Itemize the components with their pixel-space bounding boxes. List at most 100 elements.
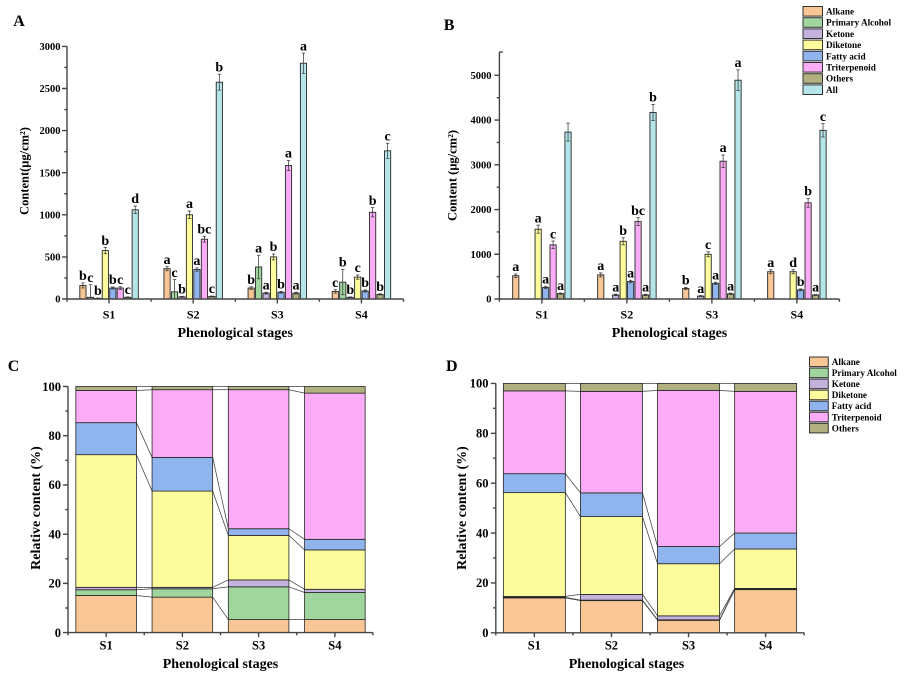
svg-text:S1: S1 xyxy=(100,639,113,653)
svg-text:S1: S1 xyxy=(528,639,541,653)
svg-text:a: a xyxy=(164,253,171,268)
svg-text:Content (μg/cm²): Content (μg/cm²) xyxy=(446,130,460,221)
svg-text:b: b xyxy=(215,60,223,75)
svg-text:a: a xyxy=(727,279,734,294)
svg-text:b: b xyxy=(94,284,102,299)
svg-text:Alkane: Alkane xyxy=(832,357,860,367)
svg-text:a: a xyxy=(255,241,262,256)
svg-text:S1: S1 xyxy=(536,308,549,322)
svg-text:c: c xyxy=(171,266,177,281)
svg-text:60: 60 xyxy=(476,476,489,490)
svg-text:a: a xyxy=(512,260,519,275)
svg-text:c: c xyxy=(87,271,93,286)
svg-text:c: c xyxy=(355,261,361,276)
svg-text:2000: 2000 xyxy=(471,205,492,216)
svg-text:c: c xyxy=(125,283,131,298)
svg-text:b: b xyxy=(376,280,384,295)
svg-text:100: 100 xyxy=(470,377,489,391)
svg-text:a: a xyxy=(542,272,549,287)
svg-text:2000: 2000 xyxy=(40,126,61,137)
svg-text:0: 0 xyxy=(55,295,60,306)
svg-text:S3: S3 xyxy=(252,639,265,653)
svg-text:a: a xyxy=(285,147,292,162)
svg-text:b: b xyxy=(277,278,285,293)
svg-text:Content(μg/cm²): Content(μg/cm²) xyxy=(18,127,32,215)
svg-text:B: B xyxy=(444,17,455,34)
svg-text:S3: S3 xyxy=(682,639,695,653)
svg-text:Primary Alcohol: Primary Alcohol xyxy=(826,18,892,28)
svg-text:c: c xyxy=(332,276,338,291)
svg-text:Alkane: Alkane xyxy=(826,7,854,17)
svg-text:b: b xyxy=(361,276,369,291)
svg-text:S4: S4 xyxy=(328,639,342,653)
svg-text:a: a xyxy=(720,141,727,156)
svg-text:b: b xyxy=(346,283,354,298)
svg-text:80: 80 xyxy=(49,429,62,443)
svg-text:5000: 5000 xyxy=(471,71,492,82)
svg-text:S2: S2 xyxy=(605,639,618,653)
svg-text:a: a xyxy=(735,56,742,71)
svg-text:1000: 1000 xyxy=(471,250,492,261)
svg-text:b: b xyxy=(797,275,805,290)
svg-text:Relative content (%): Relative content (%) xyxy=(29,446,44,570)
svg-text:40: 40 xyxy=(476,526,489,540)
svg-text:Others: Others xyxy=(832,423,859,433)
svg-text:4000: 4000 xyxy=(471,116,492,127)
svg-text:Triterpenoid: Triterpenoid xyxy=(826,63,876,73)
svg-text:b: b xyxy=(619,224,627,239)
svg-text:Primary Alcohol: Primary Alcohol xyxy=(832,368,898,378)
svg-text:bc: bc xyxy=(631,204,645,219)
svg-text:S4: S4 xyxy=(759,639,773,653)
svg-text:3000: 3000 xyxy=(471,160,492,171)
svg-text:Phenological stages: Phenological stages xyxy=(163,657,279,672)
svg-text:b: b xyxy=(79,269,87,284)
svg-text:1000: 1000 xyxy=(40,210,61,221)
svg-text:a: a xyxy=(642,281,649,296)
svg-text:Ketone: Ketone xyxy=(832,379,860,389)
svg-text:c: c xyxy=(117,273,123,288)
svg-text:Phenological stages: Phenological stages xyxy=(177,326,293,341)
svg-text:a: a xyxy=(697,282,704,297)
svg-text:A: A xyxy=(13,13,25,30)
svg-text:c: c xyxy=(705,238,711,253)
svg-text:0: 0 xyxy=(486,295,491,306)
svg-text:b: b xyxy=(270,240,278,255)
svg-text:c: c xyxy=(384,129,390,144)
svg-text:2500: 2500 xyxy=(40,84,61,95)
svg-text:1500: 1500 xyxy=(40,168,61,179)
svg-text:S4: S4 xyxy=(791,308,804,322)
svg-text:a: a xyxy=(767,256,774,271)
svg-text:80: 80 xyxy=(476,427,489,441)
svg-text:S1: S1 xyxy=(103,308,116,322)
svg-text:40: 40 xyxy=(49,527,62,541)
svg-text:Triterpenoid: Triterpenoid xyxy=(832,412,882,422)
svg-text:a: a xyxy=(557,279,564,294)
svg-text:S2: S2 xyxy=(621,308,634,322)
svg-text:a: a xyxy=(300,39,307,54)
svg-text:Phenological stages: Phenological stages xyxy=(569,657,685,672)
svg-text:a: a xyxy=(292,278,299,293)
svg-text:c: c xyxy=(209,282,215,297)
svg-text:a: a xyxy=(627,266,634,281)
svg-text:b: b xyxy=(369,194,377,209)
svg-text:Diketone: Diketone xyxy=(832,390,867,400)
svg-text:b: b xyxy=(101,234,109,249)
svg-text:a: a xyxy=(812,281,819,296)
svg-text:a: a xyxy=(712,268,719,283)
svg-text:500: 500 xyxy=(45,252,61,263)
svg-text:Relative content (%): Relative content (%) xyxy=(455,446,470,570)
svg-text:3000: 3000 xyxy=(40,42,61,53)
svg-text:S4: S4 xyxy=(355,308,368,322)
svg-text:D: D xyxy=(446,358,458,375)
svg-text:b: b xyxy=(804,185,812,200)
svg-text:b: b xyxy=(109,273,117,288)
svg-text:S3: S3 xyxy=(271,308,284,322)
svg-text:0: 0 xyxy=(482,626,488,640)
svg-text:b: b xyxy=(247,273,255,288)
svg-text:d: d xyxy=(131,192,139,207)
svg-text:a: a xyxy=(597,259,604,274)
svg-text:a: a xyxy=(612,281,619,296)
svg-text:C: C xyxy=(8,358,20,375)
svg-text:d: d xyxy=(789,256,797,271)
svg-text:0: 0 xyxy=(55,626,61,640)
